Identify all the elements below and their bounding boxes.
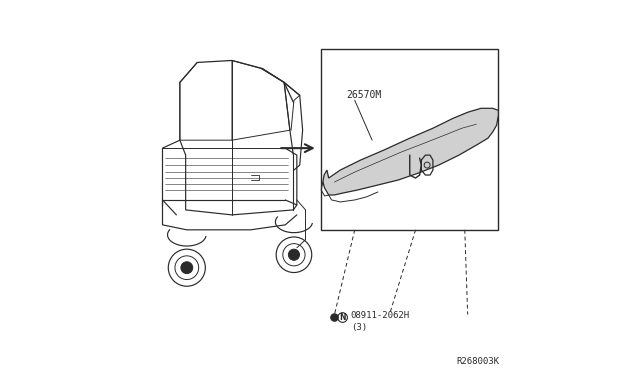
Circle shape bbox=[289, 249, 300, 260]
Text: N: N bbox=[339, 313, 346, 322]
Polygon shape bbox=[323, 108, 499, 195]
Text: 26570M: 26570M bbox=[346, 90, 381, 100]
Text: (3): (3) bbox=[351, 323, 367, 333]
Bar bbox=[321, 48, 499, 230]
Text: R268003K: R268003K bbox=[457, 357, 500, 366]
Circle shape bbox=[331, 314, 338, 321]
Circle shape bbox=[181, 262, 193, 274]
Text: 08911-2062H: 08911-2062H bbox=[351, 311, 410, 320]
